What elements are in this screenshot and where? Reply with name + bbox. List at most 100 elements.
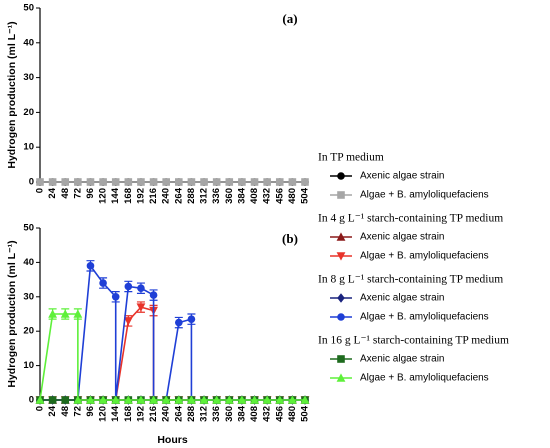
- legend-heading: In 4 g L⁻¹ starch-containing TP medium: [318, 213, 503, 225]
- x-tick-label: 408: [249, 188, 260, 204]
- x-tick-label: 360: [224, 188, 235, 204]
- x-tick-label: 504: [300, 187, 311, 204]
- legend-label: Axenic algae strain: [360, 171, 445, 182]
- marker: [149, 178, 158, 186]
- x-tick-label: 432: [262, 188, 273, 204]
- x-tick-label: 144: [110, 187, 121, 204]
- y-tick-label: 20: [23, 326, 34, 337]
- marker: [337, 191, 345, 199]
- marker: [336, 232, 346, 241]
- x-tick-label: 240: [161, 188, 172, 204]
- x-tick-label: 216: [148, 188, 159, 204]
- y-tick-label: 0: [29, 177, 34, 188]
- x-axis-label: Hours: [157, 434, 187, 446]
- marker: [301, 178, 309, 186]
- marker: [124, 282, 133, 291]
- x-tick-label: 336: [211, 406, 222, 422]
- x-tick-label: 456: [274, 188, 285, 204]
- marker: [73, 395, 83, 404]
- x-tick-label: 24: [47, 405, 58, 416]
- marker: [136, 303, 146, 312]
- marker: [111, 293, 120, 301]
- marker: [288, 178, 297, 186]
- marker: [200, 178, 208, 186]
- x-tick-label: 24: [47, 187, 58, 198]
- legend-label: Axenic algae strain: [360, 293, 445, 304]
- marker: [263, 178, 271, 186]
- y-tick-label: 20: [23, 107, 34, 118]
- legend-label: Algae + B. amyloliquefaciens: [360, 251, 489, 262]
- marker: [300, 395, 310, 404]
- marker: [149, 395, 158, 404]
- x-tick-label: 480: [287, 406, 298, 422]
- y-tick-label: 50: [23, 3, 34, 14]
- x-tick-label: 72: [72, 406, 83, 417]
- marker: [162, 178, 170, 186]
- marker: [61, 178, 70, 186]
- marker: [111, 395, 121, 404]
- x-tick-label: 456: [274, 406, 285, 422]
- x-tick-label: 384: [236, 405, 247, 422]
- legend-label: Axenic algae strain: [360, 354, 445, 365]
- y-tick-label: 10: [23, 142, 34, 153]
- marker: [212, 395, 222, 404]
- marker: [149, 291, 158, 299]
- marker: [123, 395, 133, 404]
- x-tick-label: 144: [110, 405, 121, 422]
- marker: [124, 178, 133, 186]
- x-tick-label: 264: [173, 405, 184, 422]
- marker: [48, 178, 57, 186]
- series-line: [40, 263, 305, 401]
- marker: [175, 318, 183, 327]
- x-tick-label: 480: [287, 188, 298, 204]
- legend-label: Algae + B. amyloliquefaciens: [360, 312, 489, 323]
- x-tick-label: 312: [199, 406, 210, 422]
- marker: [287, 395, 297, 404]
- legend-label: Axenic algae strain: [360, 232, 445, 243]
- x-tick-label: 384: [236, 187, 247, 204]
- marker: [60, 309, 70, 318]
- y-tick-label: 0: [29, 395, 34, 406]
- x-tick-label: 168: [123, 188, 134, 204]
- marker: [275, 395, 285, 404]
- y-tick-label: 30: [23, 72, 34, 83]
- marker: [187, 315, 196, 323]
- panel-label: (b): [282, 231, 298, 246]
- x-tick-label: 120: [98, 406, 109, 422]
- y-tick-label: 30: [23, 291, 34, 302]
- marker: [336, 373, 346, 382]
- marker: [73, 309, 83, 318]
- y-tick-label: 40: [23, 257, 34, 268]
- x-tick-label: 336: [211, 188, 222, 204]
- x-tick-label: 288: [186, 406, 197, 422]
- marker: [98, 395, 108, 404]
- legend-label: Algae + B. amyloliquefaciens: [360, 373, 489, 384]
- x-tick-label: 72: [72, 188, 83, 199]
- marker: [99, 178, 107, 186]
- marker: [174, 395, 184, 404]
- marker: [86, 395, 95, 404]
- y-tick-label: 40: [23, 37, 34, 48]
- y-tick-label: 50: [23, 223, 34, 234]
- marker: [137, 178, 145, 186]
- x-tick-label: 48: [60, 188, 71, 199]
- legend-label: Algae + B. amyloliquefaciens: [360, 190, 489, 201]
- marker: [61, 396, 70, 404]
- x-tick-label: 240: [161, 406, 172, 422]
- marker: [275, 178, 284, 186]
- x-tick-label: 192: [135, 406, 146, 422]
- marker: [136, 395, 146, 404]
- x-tick-label: 120: [98, 188, 109, 204]
- marker: [137, 284, 145, 293]
- x-tick-label: 48: [60, 406, 71, 417]
- marker: [175, 178, 183, 186]
- x-tick-label: 288: [186, 188, 197, 204]
- marker: [212, 178, 221, 186]
- marker: [250, 178, 259, 186]
- marker: [86, 178, 95, 186]
- x-tick-label: 0: [35, 406, 46, 411]
- panel-label: (a): [282, 11, 297, 26]
- x-tick-label: 312: [199, 188, 210, 204]
- marker: [35, 395, 45, 404]
